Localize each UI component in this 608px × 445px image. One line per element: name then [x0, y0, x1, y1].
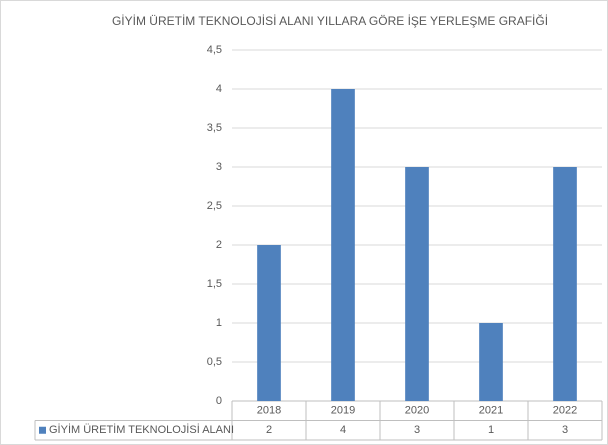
legend-swatch	[39, 426, 46, 434]
x-tick-label: 2019	[331, 405, 355, 417]
data-table-value: 3	[414, 424, 420, 436]
data-table-value: 3	[562, 424, 568, 436]
y-tick-label: 3	[216, 161, 222, 173]
x-tick-label: 2022	[553, 405, 577, 417]
x-tick-label: 2020	[405, 405, 429, 417]
y-tick-label: 1,5	[207, 278, 222, 290]
x-tick-label: 2021	[479, 405, 503, 417]
y-tick-label: 2	[216, 239, 222, 251]
bar	[331, 89, 355, 401]
chart-title: GİYİM ÜRETİM TEKNOLOJİSİ ALANI YILLARA G…	[112, 13, 548, 28]
legend-label: GİYİM ÜRETİM TEKNOLOJİSİ ALANI	[49, 423, 234, 436]
bar	[553, 167, 577, 401]
bar	[257, 245, 281, 401]
y-tick-label: 2,5	[207, 200, 222, 212]
y-tick-label: 3,5	[207, 122, 222, 134]
x-tick-label: 2018	[257, 405, 281, 417]
bar	[479, 323, 503, 401]
data-table-value: 1	[488, 424, 494, 436]
y-tick-label: 1	[216, 317, 222, 329]
bar	[405, 167, 429, 401]
data-table-value: 2	[266, 424, 272, 436]
y-tick-label: 0,5	[207, 356, 222, 368]
y-tick-label: 4	[216, 83, 222, 95]
y-tick-label: 0	[216, 395, 222, 407]
y-tick-label: 4,5	[207, 44, 222, 56]
data-table-value: 4	[340, 424, 346, 436]
